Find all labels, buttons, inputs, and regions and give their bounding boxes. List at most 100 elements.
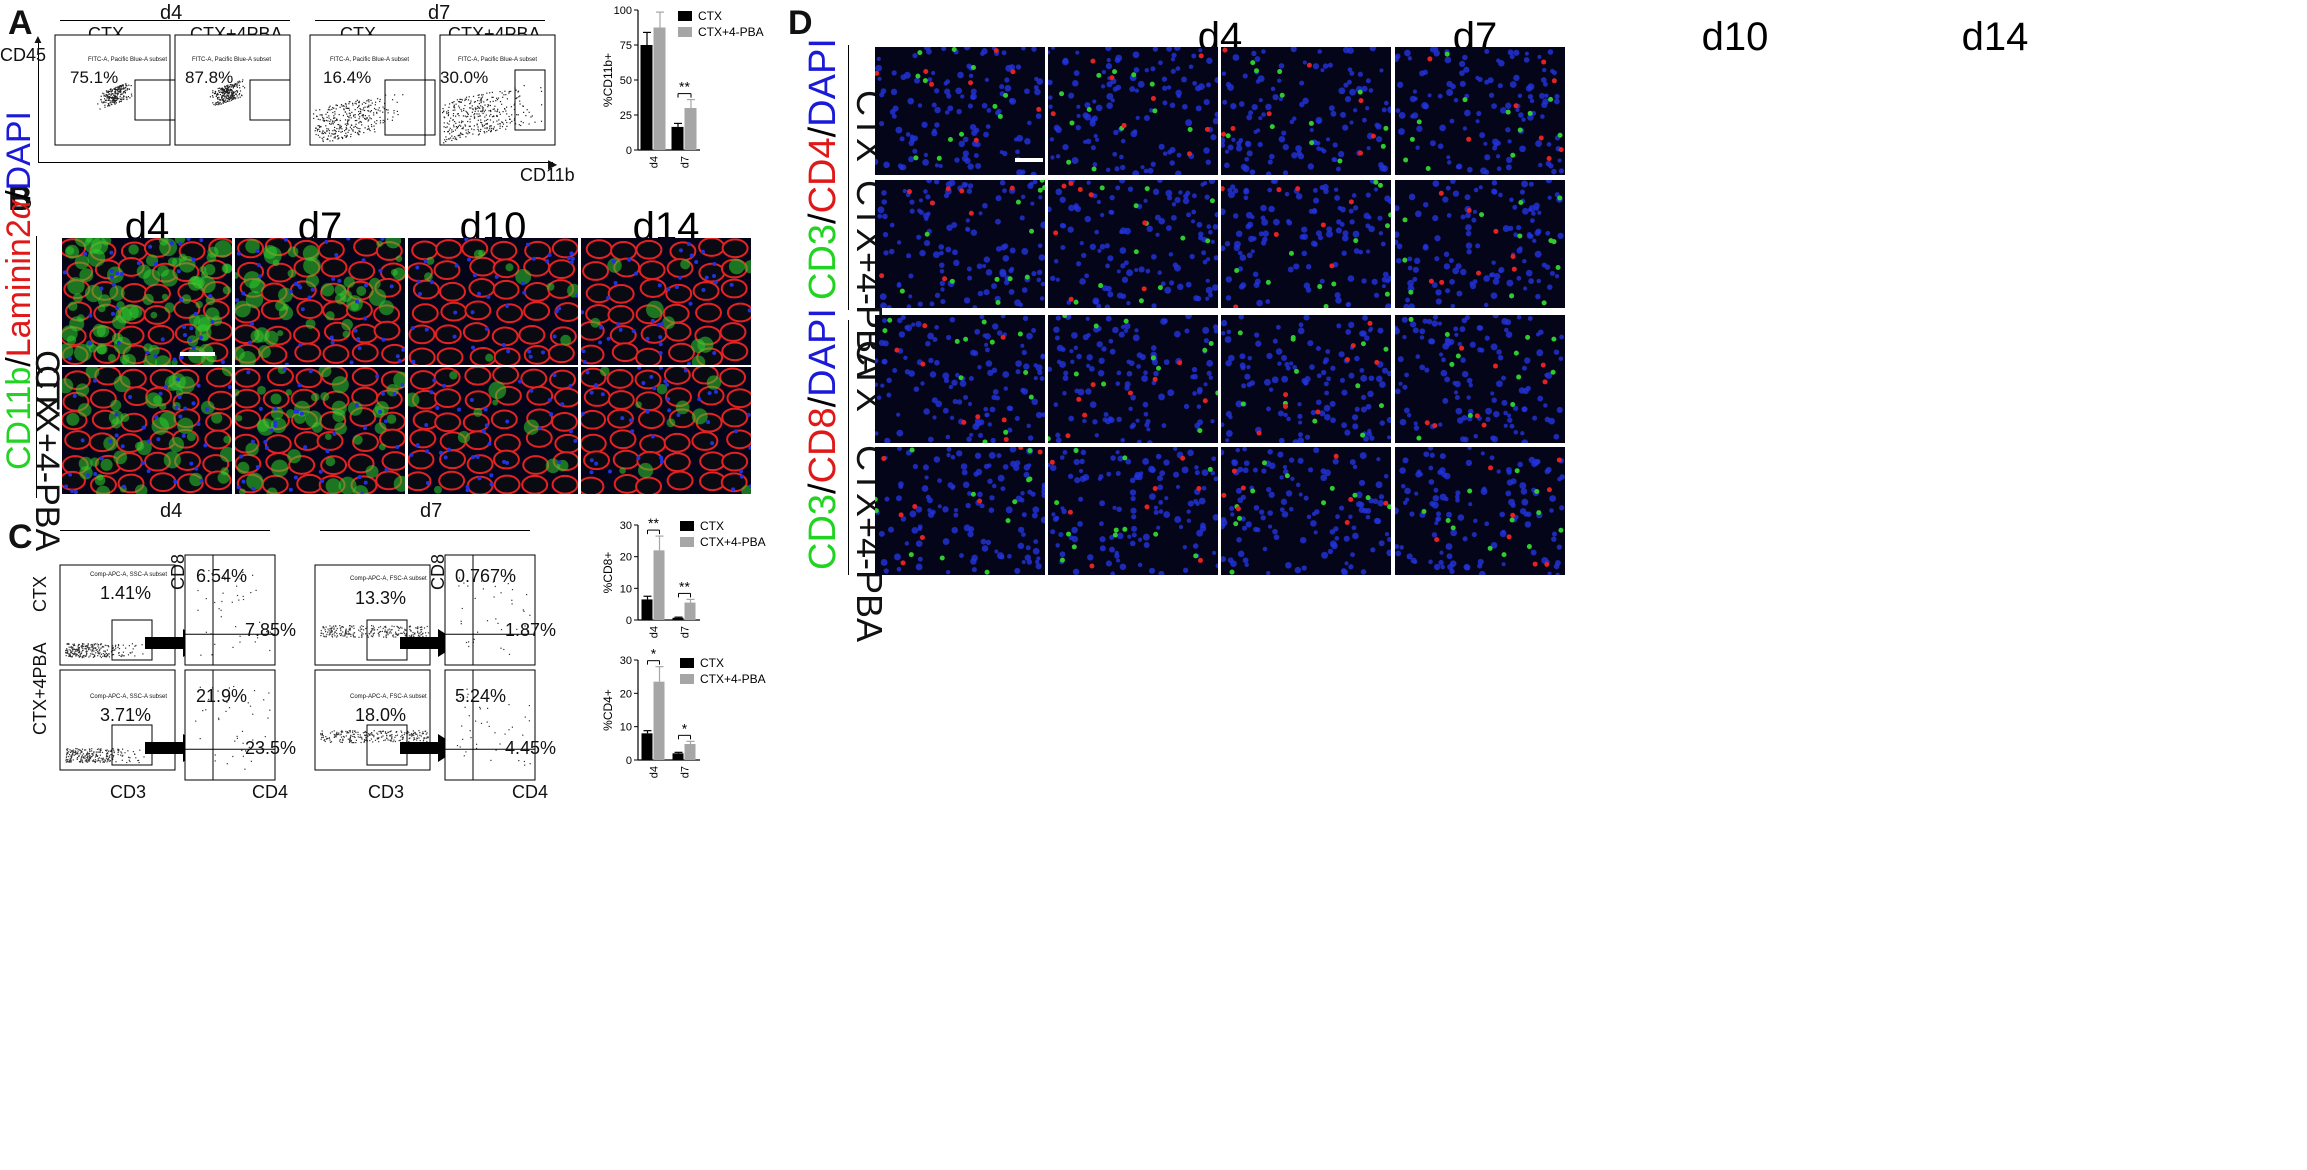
nucleus xyxy=(307,295,312,300)
nucleus xyxy=(1465,242,1473,249)
flow-dot xyxy=(331,635,333,637)
flow-dot xyxy=(112,653,115,656)
flow-dot xyxy=(353,126,355,128)
flow-dot xyxy=(452,109,454,111)
flow-dot xyxy=(453,101,455,103)
nucleus xyxy=(1278,97,1283,102)
nucleus xyxy=(1258,98,1263,103)
nucleus xyxy=(108,439,113,444)
marker-signal xyxy=(1513,103,1519,109)
flow-dot xyxy=(230,98,232,100)
flow-dot xyxy=(227,98,229,100)
flow-dot xyxy=(72,643,74,645)
group-line xyxy=(320,530,530,531)
flow-dot xyxy=(344,130,346,132)
flow-dot xyxy=(520,120,522,123)
nucleus xyxy=(598,325,603,330)
nucleus xyxy=(1297,432,1303,438)
cd11b-signal xyxy=(320,283,335,297)
nucleus xyxy=(1522,207,1529,215)
nucleus xyxy=(1140,165,1145,170)
marker-signal xyxy=(1061,183,1067,189)
flow-dot xyxy=(326,111,329,113)
bar xyxy=(640,45,653,150)
flow-dot xyxy=(359,116,361,118)
flow-dot xyxy=(359,734,361,736)
flow-dot xyxy=(322,117,324,119)
flow-dot xyxy=(325,125,327,127)
flow-dot xyxy=(92,647,94,649)
flow-dot xyxy=(85,754,88,756)
flow-plot-frame xyxy=(184,554,276,666)
flow-dot xyxy=(69,760,71,762)
gate-label: FITC-A, Pacific Blue-A subset xyxy=(458,57,538,63)
cd11b-signal xyxy=(324,433,332,440)
flow-dot xyxy=(468,715,470,717)
cd11b-signal xyxy=(220,467,229,476)
flow-dot xyxy=(340,731,342,733)
nucleus xyxy=(1203,147,1210,154)
flow-dot xyxy=(379,100,381,103)
flow-dot xyxy=(528,111,530,113)
nucleus xyxy=(1244,373,1251,380)
flow-dot xyxy=(382,735,384,737)
nucleus xyxy=(925,340,931,347)
marker-signal xyxy=(1546,155,1552,161)
nucleus xyxy=(1242,73,1248,79)
flow-dot xyxy=(124,91,126,94)
flow-dot xyxy=(266,631,268,633)
cd3-signal xyxy=(1388,212,1391,218)
flow-dot xyxy=(326,138,328,141)
cd3-signal xyxy=(1015,199,1021,205)
cd3-signal xyxy=(1099,185,1105,191)
flow-dot xyxy=(513,104,515,106)
nucleus xyxy=(974,328,981,335)
nucleus xyxy=(1379,164,1387,172)
flow-dot xyxy=(417,634,420,637)
flow-dot xyxy=(205,598,207,600)
flow-dot xyxy=(93,751,95,753)
cd3-signal xyxy=(1073,371,1079,377)
nucleus xyxy=(1151,254,1157,260)
flow-dot xyxy=(226,88,228,90)
flow-dot xyxy=(105,99,108,101)
cd11b-signal xyxy=(103,436,118,451)
flow-dot xyxy=(355,100,357,103)
flow-dot xyxy=(331,122,333,124)
flow-dot xyxy=(448,123,450,125)
flow-dot xyxy=(467,129,469,131)
flow-plot-frame xyxy=(174,34,291,146)
micrograph-image xyxy=(875,315,1045,443)
flow-dot xyxy=(459,696,461,699)
nucleus xyxy=(457,407,462,412)
cd11b-signal xyxy=(305,274,320,288)
flow-dot xyxy=(523,760,525,763)
nucleus xyxy=(1319,185,1325,191)
flow-dot xyxy=(92,645,94,647)
flow-dot xyxy=(239,635,241,637)
nucleus xyxy=(1158,393,1166,401)
flow-dot xyxy=(339,625,341,627)
nucleus xyxy=(926,211,931,216)
micrograph-image xyxy=(581,238,751,365)
nucleus xyxy=(645,409,650,414)
nucleus xyxy=(985,269,993,276)
nucleus xyxy=(1340,111,1347,118)
nucleus xyxy=(900,74,907,81)
flow-dot xyxy=(468,125,470,127)
nucleus xyxy=(1041,412,1045,418)
nucleus xyxy=(176,269,181,274)
flow-dot xyxy=(224,578,226,581)
nucleus xyxy=(892,368,898,373)
nucleus xyxy=(951,221,958,229)
flow-dot xyxy=(478,130,480,132)
nucleus xyxy=(1373,292,1380,298)
nucleus xyxy=(1124,227,1131,235)
nucleus xyxy=(934,163,940,168)
nucleus xyxy=(1385,279,1390,284)
flow-dot xyxy=(367,120,369,122)
flow-dot xyxy=(412,733,414,736)
flow-dot xyxy=(449,127,451,129)
nucleus xyxy=(1483,141,1488,146)
fiber xyxy=(635,347,662,365)
